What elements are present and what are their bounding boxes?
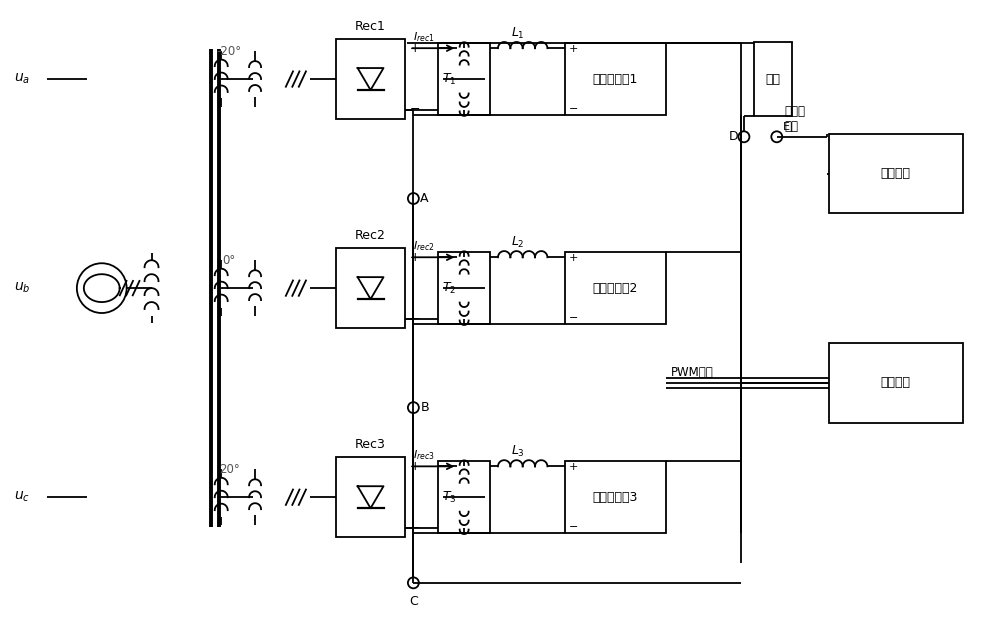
Text: 传感器
采样: 传感器 采样 [785, 105, 806, 133]
Text: +: + [569, 44, 578, 54]
Text: C: C [409, 595, 418, 608]
Text: $I_{rec3}$: $I_{rec3}$ [413, 449, 435, 463]
Text: 单相逆变器2: 单相逆变器2 [593, 281, 638, 295]
Text: Rec3: Rec3 [355, 438, 386, 452]
Text: Rec1: Rec1 [355, 20, 386, 33]
Text: 控制电路: 控制电路 [881, 167, 911, 180]
Text: D: D [728, 130, 738, 144]
Text: −: − [569, 522, 578, 532]
Text: $T_1$: $T_1$ [442, 71, 457, 87]
Text: $I_{rec1}$: $I_{rec1}$ [413, 31, 435, 44]
Text: −: − [409, 522, 420, 535]
Text: 单相逆变器1: 单相逆变器1 [593, 73, 638, 85]
Text: 单相逆变器3: 单相逆变器3 [593, 491, 638, 504]
Text: $u_b$: $u_b$ [14, 281, 31, 295]
Text: $I_{rec2}$: $I_{rec2}$ [413, 239, 435, 253]
Text: −: − [409, 313, 420, 325]
Text: 负载: 负载 [765, 73, 780, 85]
Text: $T_3$: $T_3$ [442, 490, 457, 505]
Bar [565, 252, 666, 324]
Text: +: + [409, 41, 420, 55]
Bar [565, 43, 666, 115]
Bar [565, 461, 666, 533]
Bar [438, 252, 490, 324]
Text: 驱动电路: 驱动电路 [881, 376, 911, 389]
Text: −: − [569, 104, 578, 114]
Text: $L_3$: $L_3$ [511, 444, 525, 459]
Text: E: E [783, 122, 790, 132]
Bar [336, 248, 405, 328]
Bar [438, 43, 490, 115]
Bar [754, 41, 792, 116]
Bar [336, 39, 405, 119]
Text: $L_2$: $L_2$ [511, 235, 525, 250]
Text: Rec2: Rec2 [355, 229, 386, 242]
Text: -20°: -20° [217, 45, 242, 57]
Text: +: + [569, 253, 578, 263]
Text: $u_a$: $u_a$ [14, 72, 30, 86]
Text: B: B [420, 401, 429, 414]
Bar [438, 461, 490, 533]
Text: $u_c$: $u_c$ [14, 490, 30, 505]
Text: −: − [569, 313, 578, 323]
Text: PWM脉冲: PWM脉冲 [671, 366, 714, 379]
Bar [829, 343, 963, 422]
Text: −: − [409, 103, 420, 116]
Text: 0°: 0° [223, 254, 236, 267]
Bar [336, 457, 405, 537]
Text: +: + [409, 460, 420, 473]
Text: +: + [409, 251, 420, 263]
Text: 20°: 20° [219, 463, 240, 476]
Text: +: + [569, 463, 578, 472]
Bar [829, 134, 963, 214]
Text: $L_1$: $L_1$ [511, 26, 525, 41]
Text: A: A [420, 192, 429, 205]
Text: $T_2$: $T_2$ [442, 281, 456, 295]
